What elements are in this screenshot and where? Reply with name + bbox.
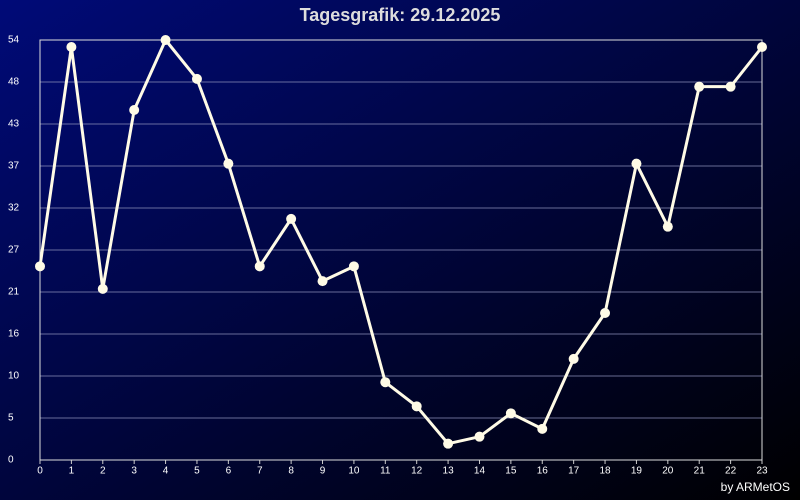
x-tick-label: 19	[631, 466, 643, 477]
x-tick-label: 13	[443, 466, 455, 477]
y-tick-label: 37	[8, 161, 20, 172]
chart-title: Tagesgrafik: 29.12.2025	[300, 5, 501, 25]
point	[348, 261, 359, 272]
x-tick-label: 23	[756, 466, 768, 477]
x-tick-label: 3	[131, 466, 137, 477]
point	[662, 221, 673, 232]
point	[600, 308, 611, 318]
point	[160, 35, 171, 45]
point	[129, 105, 140, 115]
x-tick-label: 17	[568, 466, 580, 477]
x-tick-label: 16	[537, 466, 549, 477]
point	[694, 81, 705, 92]
point	[317, 276, 328, 287]
x-tick-label: 5	[194, 466, 200, 477]
y-tick-label: 27	[8, 245, 20, 256]
y-tick-label: 10	[8, 371, 20, 382]
x-tick-label: 2	[100, 466, 106, 477]
x-tick-label: 18	[599, 466, 611, 477]
point	[191, 73, 202, 84]
point	[380, 377, 391, 388]
x-tick-label: 1	[69, 466, 75, 477]
x-tick-label: 21	[694, 466, 706, 477]
credit: by ARMetOS	[721, 480, 790, 494]
x-tick-label: 4	[163, 466, 169, 477]
y-tick-label: 43	[8, 119, 20, 130]
point	[505, 408, 516, 419]
y-tick-label: 21	[8, 287, 20, 298]
x-tick-label: 15	[505, 466, 517, 477]
y-tick-label: 32	[8, 203, 20, 214]
point	[474, 431, 485, 442]
x-tick-label: 9	[320, 466, 326, 477]
plot-frame	[39, 39, 763, 461]
point	[286, 213, 297, 224]
point	[757, 42, 767, 52]
point	[97, 283, 108, 294]
point	[631, 158, 642, 169]
point	[35, 261, 45, 272]
x-tick-label: 6	[226, 466, 232, 477]
point	[254, 261, 265, 272]
y-tick-label: 5	[8, 413, 14, 424]
x-tick-label: 20	[662, 466, 674, 477]
point	[411, 401, 422, 412]
x-tick-label: 7	[257, 466, 263, 477]
point	[66, 42, 77, 52]
point	[725, 81, 736, 92]
x-tick-label: 12	[411, 466, 423, 477]
y-tick-label: 54	[8, 35, 20, 46]
x-tick-label: 11	[380, 466, 391, 477]
x-tick-label: 0	[37, 466, 43, 477]
point	[568, 353, 579, 364]
point	[537, 423, 548, 434]
y-tick-label: 48	[8, 77, 20, 88]
line	[38, 38, 764, 446]
point	[443, 438, 454, 449]
x-tick-label: 22	[725, 466, 737, 477]
y-tick-label: 0	[8, 455, 14, 466]
y-tick-label: 16	[8, 329, 20, 340]
point	[223, 158, 234, 169]
x-tick-label: 14	[474, 466, 486, 477]
x-tick-label: 10	[348, 466, 360, 477]
x-tick-label: 8	[288, 466, 294, 477]
